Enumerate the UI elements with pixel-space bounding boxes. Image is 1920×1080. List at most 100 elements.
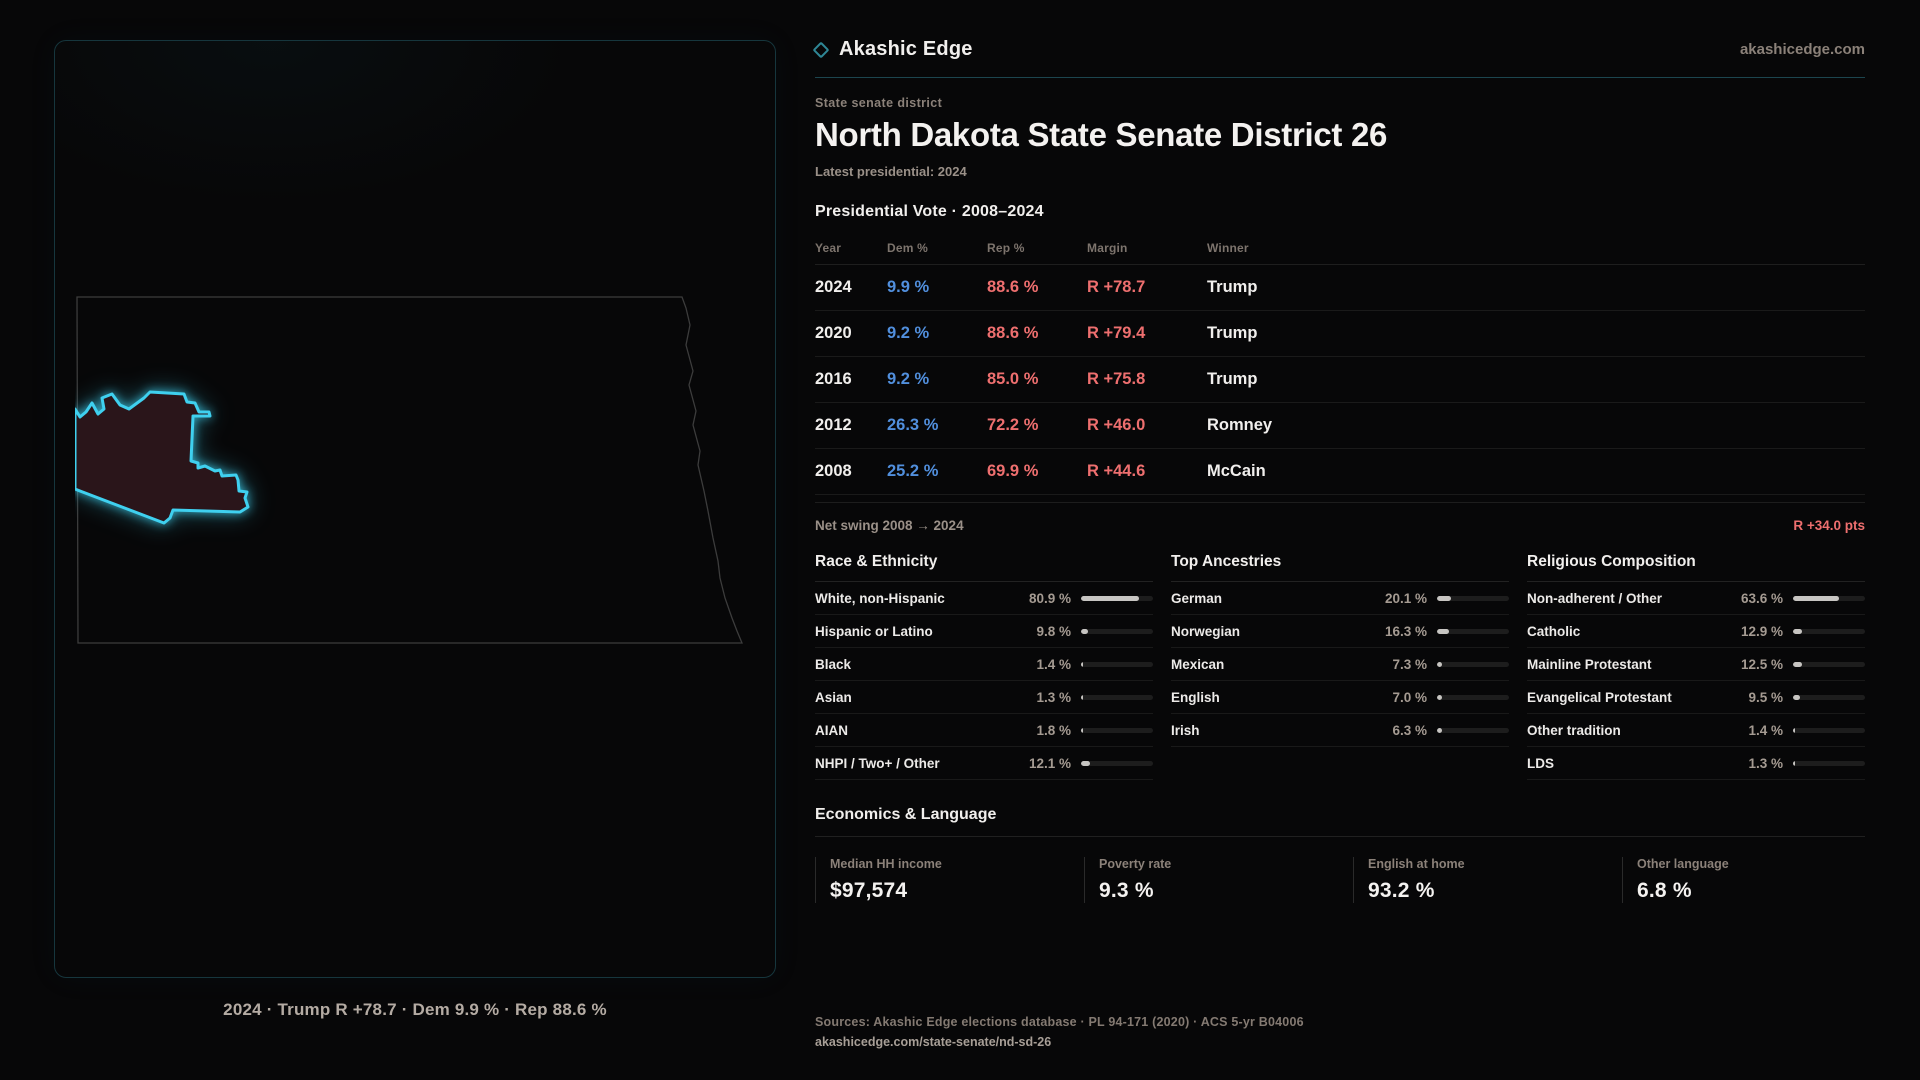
stat-row: White, non-Hispanic 80.9 %: [815, 582, 1153, 615]
dem-cell: 9.2 %: [887, 370, 930, 388]
section-title: Top Ancestries: [1171, 553, 1509, 582]
stat-row: AIAN 1.8 %: [815, 714, 1153, 747]
stat-row: Norwegian 16.3 %: [1171, 615, 1509, 648]
state-outline: [76, 296, 743, 644]
stat-row: Mexican 7.3 %: [1171, 648, 1509, 681]
dem-cell: 26.3 %: [887, 416, 939, 434]
col-header-dem: Dem %: [887, 241, 929, 255]
report-content: Akashic Edge akashicedge.com State senat…: [812, 38, 1865, 1051]
section-title: Race & Ethnicity: [815, 553, 1153, 582]
section-title: Religious Composition: [1527, 553, 1865, 582]
stat-bar: [1081, 694, 1153, 700]
winner-cell: Trump: [1207, 324, 1258, 342]
stat-card: Other language 6.8 %: [1622, 857, 1865, 903]
stat-row: LDS 1.3 %: [1527, 747, 1865, 780]
winner-cell: Trump: [1207, 370, 1258, 388]
economics-title: Economics & Language: [815, 806, 1865, 837]
stat-bar: [1081, 595, 1153, 601]
stat-row: Mainline Protestant 12.5 %: [1527, 648, 1865, 681]
winner-cell: Trump: [1207, 278, 1258, 296]
district-26-shape[interactable]: [75, 390, 250, 525]
margin-cell: R +78.7: [1087, 278, 1146, 296]
year-cell: 2016: [815, 370, 852, 388]
stat-bar: [1081, 727, 1153, 733]
economics-cards: Median HH income $97,574 Poverty rate 9.…: [815, 857, 1865, 903]
rep-cell: 72.2 %: [987, 416, 1039, 434]
demographics-columns: Race & Ethnicity White, non-Hispanic 80.…: [815, 553, 1865, 780]
stat-row: Non-adherent / Other 63.6 %: [1527, 582, 1865, 615]
table-header-row: Year Dem % Rep % Margin Winner: [815, 231, 1865, 265]
site-domain-link[interactable]: akashicedge.com: [1739, 41, 1865, 58]
district-map-panel: [54, 40, 776, 978]
dem-cell: 25.2 %: [887, 462, 939, 480]
stat-row: Hispanic or Latino 9.8 %: [815, 615, 1153, 648]
year-cell: 2020: [815, 324, 852, 342]
stat-row: Irish 6.3 %: [1171, 714, 1509, 747]
margin-cell: R +75.8: [1087, 370, 1146, 388]
stat-bar: [1793, 595, 1865, 601]
permalink[interactable]: akashicedge.com/state-senate/nd-sd-26: [815, 1035, 1052, 1049]
page-header: Akashic Edge akashicedge.com: [812, 38, 1865, 78]
winner-cell: McCain: [1207, 462, 1266, 480]
net-swing-value: R +34.0 pts: [1793, 518, 1865, 533]
stat-bar: [1437, 595, 1509, 601]
rep-cell: 88.6 %: [987, 278, 1039, 296]
dem-cell: 9.9 %: [887, 278, 930, 296]
map-caption: 2024 · Trump R +78.7 · Dem 9.9 % · Rep 8…: [223, 1000, 607, 1019]
col-header-year: Year: [815, 241, 842, 255]
stat-bar: [1793, 694, 1865, 700]
margin-cell: R +44.6: [1087, 462, 1146, 480]
table-row: 2016 9.2 % 85.0 % R +75.8 Trump: [815, 357, 1865, 403]
religion-section: Religious Composition Non-adherent / Oth…: [1527, 553, 1865, 780]
dem-cell: 9.2 %: [887, 324, 930, 342]
race-ethnicity-section: Race & Ethnicity White, non-Hispanic 80.…: [815, 553, 1153, 780]
stat-card: English at home 93.2 %: [1353, 857, 1596, 903]
page-footer: Sources: Akashic Edge elections database…: [815, 1015, 1865, 1051]
vote-table-title: Presidential Vote · 2008–2024: [815, 203, 1044, 220]
north-dakota-map: [75, 296, 743, 644]
year-cell: 2012: [815, 416, 852, 434]
rep-cell: 69.9 %: [987, 462, 1039, 480]
stat-bar: [1437, 727, 1509, 733]
rep-cell: 85.0 %: [987, 370, 1039, 388]
latest-presidential-label: Latest presidential: 2024: [815, 164, 967, 179]
stat-bar: [1437, 628, 1509, 634]
year-cell: 2024: [815, 278, 852, 296]
stat-card: Median HH income $97,574: [815, 857, 1058, 903]
sources-text: Sources: Akashic Edge elections database…: [815, 1015, 1304, 1029]
page-title: North Dakota State Senate District 26: [815, 116, 1388, 153]
stat-row: Other tradition 1.4 %: [1527, 714, 1865, 747]
table-row: 2020 9.2 % 88.6 % R +79.4 Trump: [815, 311, 1865, 357]
stat-bar: [1793, 661, 1865, 667]
district-type-label: State senate district: [815, 96, 943, 110]
margin-cell: R +79.4: [1087, 324, 1146, 342]
stat-bar: [1793, 760, 1865, 766]
stat-row: German 20.1 %: [1171, 582, 1509, 615]
stat-row: Evangelical Protestant 9.5 %: [1527, 681, 1865, 714]
presidential-vote-table: Year Dem % Rep % Margin Winner 2024 9.9 …: [815, 231, 1865, 495]
stat-card: Poverty rate 9.3 %: [1084, 857, 1327, 903]
winner-cell: Romney: [1207, 416, 1273, 434]
stat-row: Catholic 12.9 %: [1527, 615, 1865, 648]
rep-cell: 88.6 %: [987, 324, 1039, 342]
stat-row: NHPI / Two+ / Other 12.1 %: [815, 747, 1153, 780]
stat-bar: [1437, 661, 1509, 667]
stat-bar: [1793, 628, 1865, 634]
table-row: 2024 9.9 % 88.6 % R +78.7 Trump: [815, 265, 1865, 311]
net-swing-row: Net swing 2008 → 2024 R +34.0 pts: [815, 502, 1865, 533]
table-row: 2008 25.2 % 69.9 % R +44.6 McCain: [815, 449, 1865, 495]
brand-diamond-icon: [812, 41, 830, 58]
ancestries-section: Top Ancestries German 20.1 % Norwegian 1…: [1171, 553, 1509, 780]
stat-row: Asian 1.3 %: [815, 681, 1153, 714]
stat-bar: [1081, 760, 1153, 766]
stat-row: Black 1.4 %: [815, 648, 1153, 681]
stat-bar: [1793, 727, 1865, 733]
brand: Akashic Edge: [812, 38, 973, 61]
col-header-rep: Rep %: [987, 241, 1025, 255]
margin-cell: R +46.0: [1087, 416, 1146, 434]
stat-bar: [1081, 661, 1153, 667]
year-cell: 2008: [815, 462, 852, 480]
stat-bar: [1081, 628, 1153, 634]
stat-bar: [1437, 694, 1509, 700]
